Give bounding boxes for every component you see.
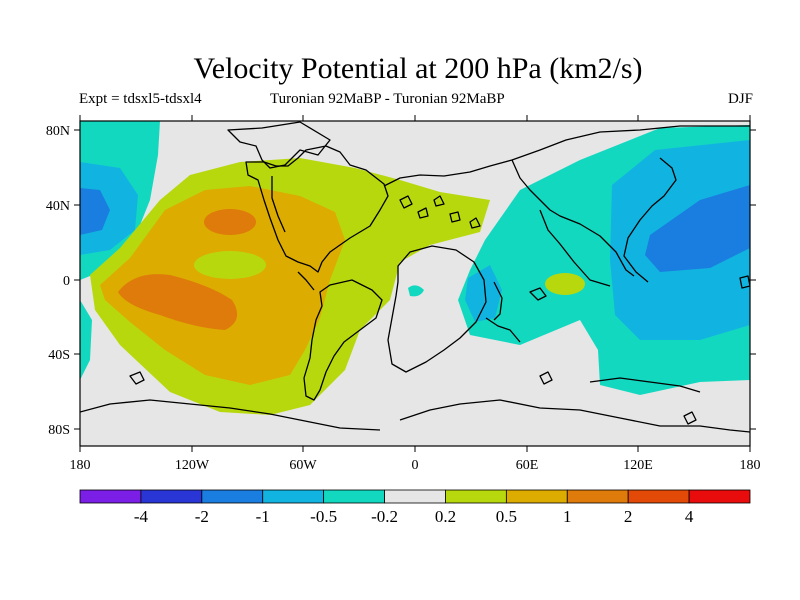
lon-label-0: 0 bbox=[412, 458, 419, 473]
colorbar-swatch bbox=[79, 489, 142, 504]
lat-label-80n: 80N bbox=[46, 124, 70, 139]
lon-ticks bbox=[79, 115, 751, 452]
green-spot bbox=[194, 251, 266, 279]
colorbar-swatch bbox=[445, 489, 507, 504]
colorbar-swatch bbox=[262, 489, 325, 504]
colorbar-swatch bbox=[627, 489, 690, 504]
lat-label-40n: 40N bbox=[46, 199, 70, 214]
lat-label-80s: 80S bbox=[48, 423, 70, 438]
colorbar-swatch bbox=[566, 489, 629, 504]
lat-labels: 80N 40N 0 40S 80S bbox=[46, 124, 70, 438]
colorbar-label: 2 bbox=[624, 507, 633, 526]
lat-ticks bbox=[74, 129, 756, 430]
colorbar-label: -0.2 bbox=[371, 507, 398, 526]
coastlines bbox=[80, 121, 750, 433]
lon-label-60w: 60W bbox=[289, 458, 317, 473]
colorbar-swatch bbox=[201, 489, 264, 504]
orange-contours bbox=[100, 186, 345, 385]
colorbar-swatch bbox=[323, 489, 385, 504]
colorbar-swatch bbox=[384, 489, 446, 504]
colorbar-label: 4 bbox=[685, 507, 694, 526]
colorbar: -4 -2 -1 -0.5 -0.2 0.2 0.5 1 2 4 bbox=[79, 489, 751, 526]
lon-label-120e: 120E bbox=[623, 458, 653, 473]
lon-label-180e: 180 bbox=[740, 458, 761, 473]
colorbar-label: -1 bbox=[256, 507, 270, 526]
colorbar-label: -2 bbox=[195, 507, 209, 526]
dark-orange-contours bbox=[118, 209, 256, 330]
colorbar-label: 1 bbox=[563, 507, 572, 526]
map-plot-area bbox=[80, 121, 750, 446]
colorbar-swatch bbox=[688, 489, 751, 504]
lat-label-eq: 0 bbox=[63, 274, 70, 289]
colorbar-label: -4 bbox=[134, 507, 149, 526]
page-title: Velocity Potential at 200 hPa (km2/s) bbox=[193, 52, 643, 85]
lat-label-40s: 40S bbox=[48, 348, 70, 363]
lon-label-180w: 180 bbox=[70, 458, 91, 473]
season-label: DJF bbox=[727, 91, 753, 107]
colorbar-swatch bbox=[140, 489, 203, 504]
colorbar-label: 0.2 bbox=[435, 507, 456, 526]
blue-contours bbox=[80, 185, 750, 272]
period-label: Turonian 92MaBP - Turonian 92MaBP bbox=[270, 91, 505, 107]
colorbar-label: 0.5 bbox=[496, 507, 517, 526]
colorbar-swatch bbox=[505, 489, 568, 504]
experiment-label: Expt = tdsxl5-tdsxl4 bbox=[79, 91, 202, 107]
lon-label-120w: 120W bbox=[175, 458, 210, 473]
colorbar-label: -0.5 bbox=[310, 507, 337, 526]
lon-label-60e: 60E bbox=[516, 458, 539, 473]
lon-labels: 180 120W 60W 0 60E 120E 180 bbox=[70, 458, 761, 473]
